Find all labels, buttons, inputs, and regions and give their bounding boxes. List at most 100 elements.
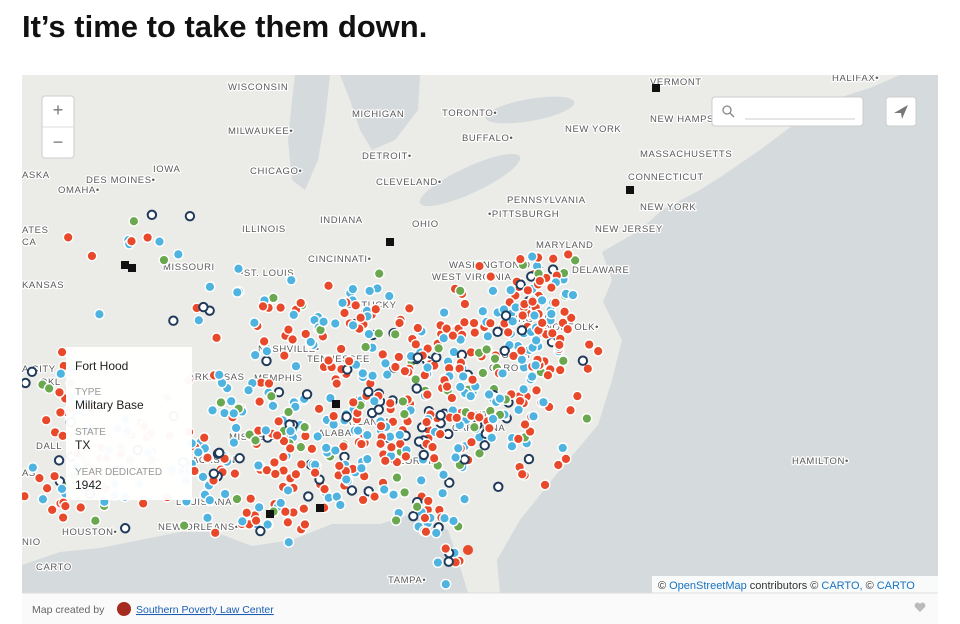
marker[interactable] [146, 209, 158, 221]
marker[interactable] [198, 301, 209, 313]
marker[interactable] [208, 468, 220, 479]
marker[interactable] [418, 449, 429, 461]
marker[interactable] [493, 481, 504, 493]
marker[interactable] [443, 556, 454, 567]
marker [282, 324, 294, 336]
marker[interactable] [499, 345, 510, 357]
marker[interactable] [479, 440, 490, 451]
marker [420, 526, 432, 538]
marker[interactable] [515, 279, 526, 290]
gulf [22, 514, 468, 593]
search-box[interactable] [711, 96, 864, 127]
marker [515, 345, 527, 357]
place-label: HALIFAX• [832, 73, 879, 84]
marker [530, 334, 542, 346]
field-value: Military Base [75, 398, 144, 412]
attribution-link[interactable]: OpenStreetMap [669, 580, 747, 592]
attribution-link[interactable]: CARTO [877, 580, 916, 592]
marker [403, 302, 415, 314]
marker [285, 274, 297, 286]
marker[interactable] [184, 210, 196, 222]
marker[interactable] [363, 386, 374, 398]
marker[interactable] [408, 510, 419, 522]
marker[interactable] [373, 404, 384, 415]
zoom-out[interactable]: − [53, 132, 64, 152]
footer-prefix: Map created by [32, 604, 105, 616]
marker[interactable] [341, 411, 352, 422]
marker[interactable] [53, 455, 65, 466]
marker [265, 390, 277, 402]
marker[interactable] [492, 326, 503, 338]
marker[interactable] [214, 447, 225, 459]
field-label: TYPE [75, 387, 101, 398]
marker [306, 443, 318, 455]
marker[interactable] [301, 389, 313, 400]
search [711, 96, 917, 127]
place-label: OHIO [412, 219, 439, 230]
zoom-in[interactable]: + [53, 100, 64, 120]
marker[interactable] [444, 477, 455, 488]
marker [378, 483, 390, 495]
marker [57, 512, 69, 524]
marker [197, 471, 209, 483]
marker [565, 312, 577, 324]
marker[interactable] [346, 485, 358, 496]
marker[interactable] [261, 355, 272, 367]
marker [415, 474, 427, 486]
marker [33, 472, 45, 484]
marker[interactable] [411, 383, 422, 394]
marker [469, 327, 481, 339]
marker[interactable] [516, 325, 528, 336]
marker [422, 361, 434, 373]
marker[interactable] [303, 491, 314, 502]
marker [528, 410, 540, 422]
attribution-link[interactable]: CARTO, [821, 580, 862, 592]
marker [430, 527, 442, 539]
like-icon[interactable] [914, 602, 926, 612]
marker[interactable] [431, 352, 442, 363]
marker [363, 328, 375, 340]
marker [228, 407, 240, 419]
marker [447, 330, 459, 342]
marker[interactable] [255, 525, 266, 537]
marker[interactable] [500, 310, 512, 321]
place-label: PENNSYLVANIA [507, 195, 586, 206]
map[interactable]: WISCONSIN MICHIGAN TORONTO• VERMONT HALIFAX•… [20, 73, 938, 593]
marker[interactable] [412, 352, 424, 363]
marker [559, 306, 571, 318]
marker [295, 458, 307, 470]
marker [347, 283, 359, 295]
marker [275, 497, 287, 509]
pin-marker [652, 84, 660, 92]
marker[interactable] [435, 410, 446, 421]
marker [419, 512, 431, 524]
attribution-part: © [866, 580, 874, 592]
marker[interactable] [577, 355, 589, 366]
marker[interactable] [523, 453, 535, 465]
marker [536, 294, 548, 306]
marker [53, 386, 65, 398]
marker[interactable] [234, 453, 245, 464]
marker [369, 491, 381, 503]
marker [228, 437, 240, 449]
place-label: HAMILTON• [792, 456, 849, 467]
marker [318, 316, 330, 328]
marker [441, 323, 453, 335]
marker [309, 467, 321, 479]
marker[interactable] [26, 366, 38, 378]
marker [526, 371, 538, 383]
marker [487, 413, 499, 425]
marker [373, 327, 385, 339]
marker[interactable] [459, 454, 470, 465]
marker[interactable] [168, 315, 179, 326]
marker [319, 483, 331, 495]
marker[interactable] [21, 377, 31, 389]
field-value: TX [75, 438, 90, 452]
marker [368, 395, 380, 407]
footer-link[interactable]: Southern Poverty Law Center [136, 604, 274, 616]
marker [562, 248, 574, 260]
marker[interactable] [119, 523, 131, 534]
marker [137, 497, 149, 509]
marker [434, 428, 446, 440]
marker [284, 425, 296, 437]
